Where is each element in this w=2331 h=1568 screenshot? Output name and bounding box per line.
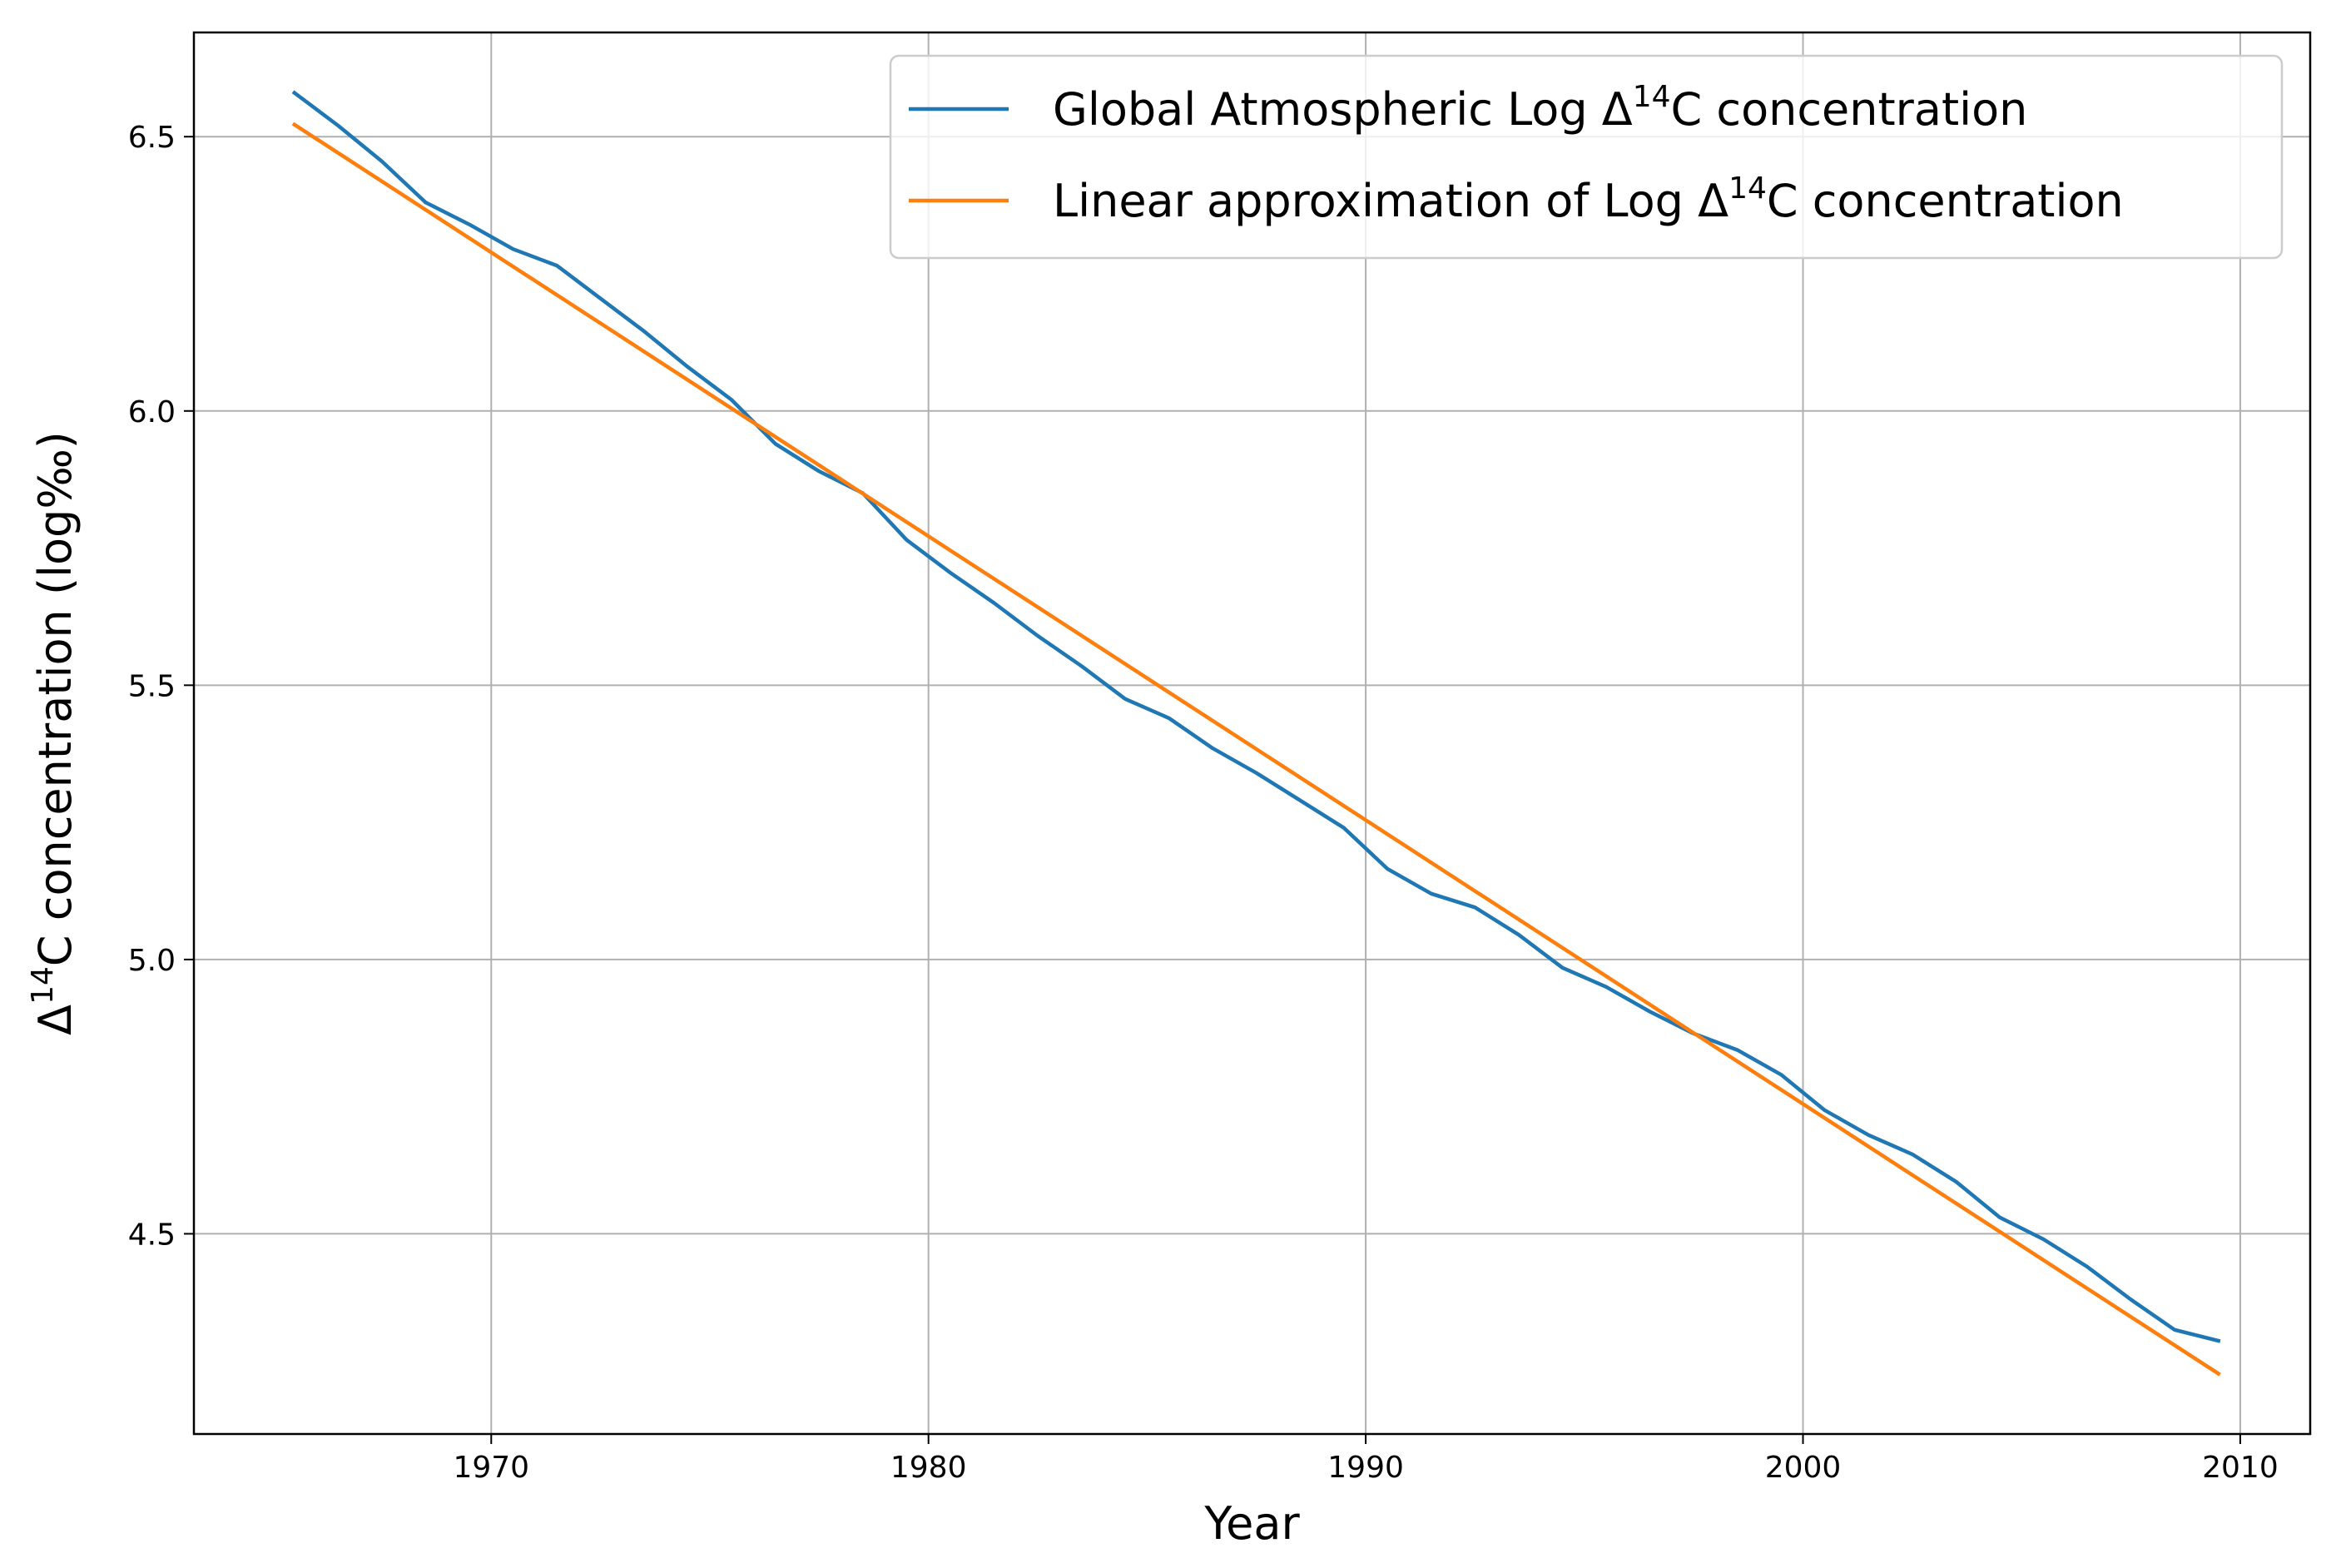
legend-label-global: Global Atmospheric Log Δ14C concentratio… [1053, 80, 2027, 136]
series-line-linear-approximation [291, 122, 2221, 1377]
x-tick-label: 2000 [1765, 1451, 1842, 1485]
x-tick-label: 1990 [1327, 1451, 1404, 1485]
legend-label-global-text: Global Atmospheric Log Δ [1053, 83, 1633, 136]
y-tick-label: 5.0 [128, 944, 176, 978]
legend-label-linear-suffix: C concentration [1767, 175, 2124, 227]
y-axis-label-superscript: 14 [26, 966, 60, 1005]
x-tick-label: 2010 [2202, 1451, 2279, 1485]
plot-frame [192, 31, 2312, 1436]
y-tick-label: 5.5 [128, 669, 176, 703]
axis-ticks: 1970 1980 1990 2000 2010 4.5 5.0 5.5 6.0 6.5 [128, 121, 2279, 1485]
x-tick-label: 1970 [453, 1451, 529, 1485]
series-lines [291, 90, 2221, 1377]
y-tick-label: 6.5 [128, 121, 176, 155]
legend-label-linear: Linear approximation of Log Δ14C concent… [1053, 171, 2124, 227]
y-axis-label: Δ14C concentration (log‰) [26, 431, 82, 1035]
series-line-global-log-concentration [291, 90, 2221, 1343]
legend-label-linear-superscript: 14 [1728, 171, 1767, 206]
legend-label-linear-text: Linear approximation of Log Δ [1053, 175, 1728, 227]
legend: Global Atmospheric Log Δ14C concentratio… [889, 54, 2284, 260]
legend-label-global-suffix: C concentration [1671, 83, 2028, 136]
y-axis-label-suffix: C concentration (log‰) [29, 431, 82, 966]
x-axis-label: Year [1203, 1497, 1300, 1550]
y-tick-label: 4.5 [128, 1218, 176, 1252]
legend-box [889, 54, 2284, 260]
y-axis-label-prefix: Δ [29, 1005, 82, 1035]
y-tick-label: 6.0 [128, 395, 176, 429]
legend-label-global-superscript: 14 [1633, 80, 1671, 114]
x-tick-label: 1980 [890, 1451, 967, 1485]
